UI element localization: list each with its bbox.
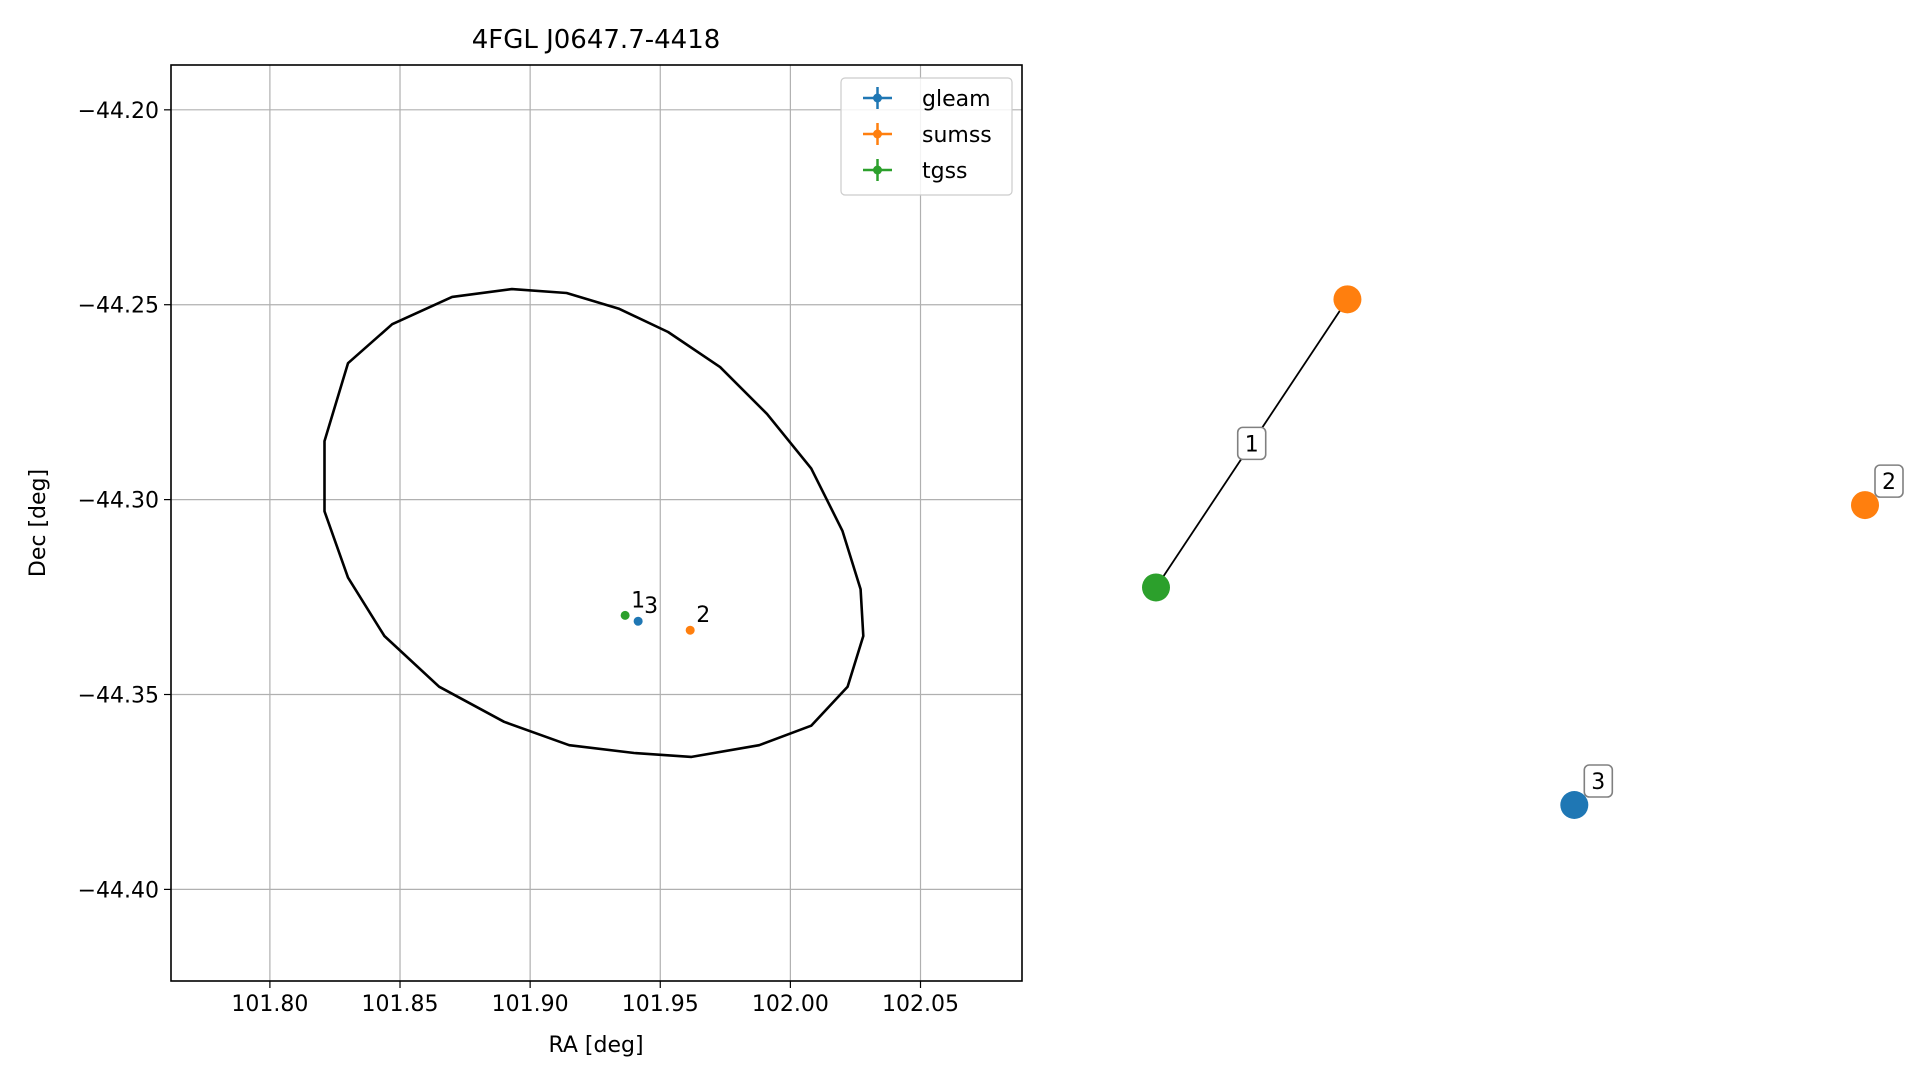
source-point-gleam	[633, 616, 643, 626]
legend-entries: gleam sumss tgss	[863, 87, 992, 184]
y-tick-label: −44.20	[78, 99, 159, 124]
error-ellipse	[323, 287, 865, 759]
x-tick-label: 102.05	[882, 992, 959, 1017]
legend-marker-dot	[873, 165, 882, 175]
legend-marker-dot	[873, 93, 882, 103]
legend-box	[840, 77, 1013, 196]
source-label: 1	[631, 588, 645, 613]
network-graph: 1 2 3	[1142, 285, 1904, 819]
source-label: 3	[644, 594, 658, 619]
x-axis-label: RA [deg]	[548, 1033, 643, 1058]
label-box	[1236, 426, 1267, 461]
x-tick-label: 102.00	[752, 992, 829, 1017]
edge-label: 1	[1236, 426, 1267, 461]
node-label: 3	[1583, 764, 1614, 798]
network-node-gleam	[1560, 791, 1589, 819]
network-node-tgss	[1142, 573, 1170, 602]
x-tick-label: 101.80	[231, 992, 308, 1017]
legend-marker-dot	[873, 129, 882, 139]
label-box	[1874, 464, 1904, 498]
source-point-tgss	[620, 610, 630, 620]
y-axis-label: Dec [deg]	[26, 469, 51, 577]
legend: gleam sumss tgss	[840, 77, 1013, 196]
x-tick-label: 101.85	[362, 992, 439, 1017]
network-node-sumss	[1851, 491, 1879, 520]
x-tick-label: 101.90	[492, 992, 569, 1017]
legend-label-gleam: gleam	[922, 87, 991, 112]
y-tick-label: −44.35	[78, 684, 159, 709]
network-node-sumss	[1333, 285, 1362, 314]
y-tick-label: −44.30	[78, 489, 159, 514]
label-box	[1583, 764, 1614, 798]
legend-label-tgss: tgss	[922, 159, 968, 184]
ellipse-layer	[323, 287, 865, 759]
x-axis-ticks: 101.80 101.85 101.90 101.95 102.00 102.05	[231, 981, 959, 1017]
x-tick-label: 101.95	[622, 992, 699, 1017]
y-axis-ticks: −44.20 −44.25 −44.30 −44.35 −44.40	[78, 99, 171, 903]
network-nodes	[1142, 285, 1879, 819]
label-text: 2	[1882, 470, 1896, 495]
legend-label-sumss: sumss	[922, 123, 992, 148]
source-point-sumss	[685, 625, 695, 635]
source-label: 2	[696, 603, 710, 628]
sky-plot: 4FGL J0647.7-4418 101.80 101.85 101.90 101.…	[26, 25, 1023, 1058]
sources-layer: 3 2 1	[620, 588, 710, 635]
node-label: 2	[1874, 464, 1904, 498]
network-labels: 1 2 3	[1236, 426, 1904, 798]
plot-frame	[170, 64, 1023, 982]
y-tick-label: −44.40	[78, 878, 159, 903]
label-text: 1	[1245, 432, 1259, 457]
plot-title: 4FGL J0647.7-4418	[472, 25, 721, 55]
grid-lines	[171, 65, 1022, 981]
y-tick-label: −44.25	[78, 294, 159, 319]
label-text: 3	[1591, 770, 1605, 795]
